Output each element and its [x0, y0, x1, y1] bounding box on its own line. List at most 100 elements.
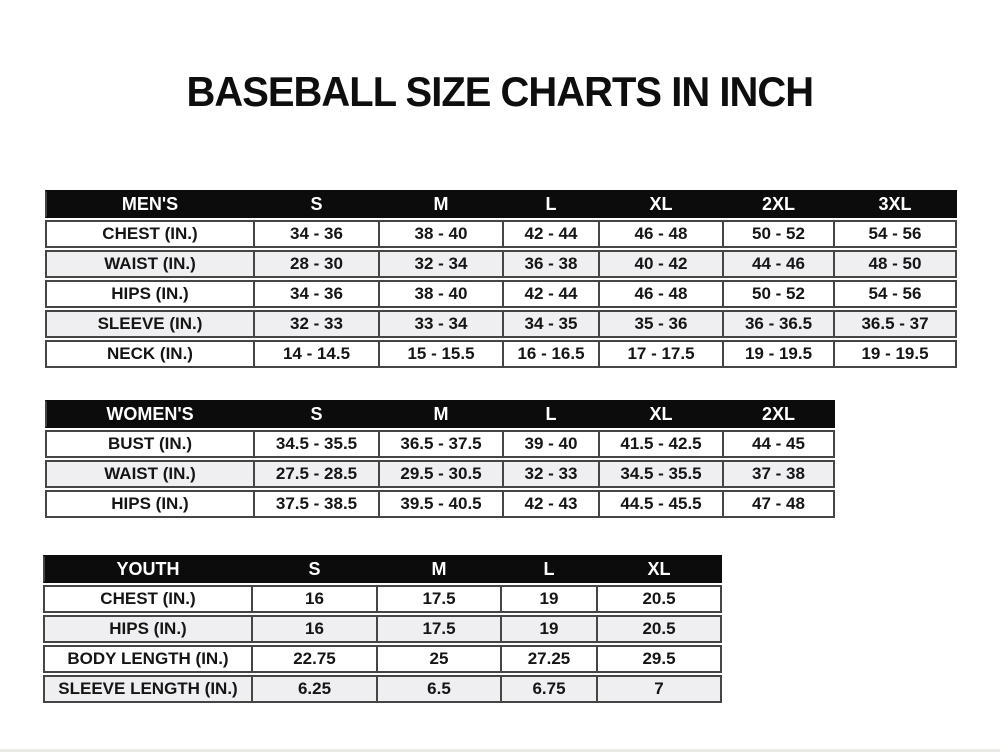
size-cell: 34 - 35 — [504, 310, 600, 338]
page-title: BASEBALL SIZE CHARTS IN INCH — [0, 68, 1000, 116]
column-header-l: L — [504, 400, 600, 428]
womens-header-row: WOMEN'S S M L XL 2XL — [45, 400, 835, 428]
size-cell: 15 - 15.5 — [380, 340, 504, 368]
womens-size-table: WOMEN'S S M L XL 2XL BUST (IN.) 34.5 - 3… — [45, 398, 835, 520]
size-cell: 6.5 — [378, 675, 502, 703]
size-cell: 54 - 56 — [835, 280, 957, 308]
size-cell: 34 - 36 — [255, 280, 380, 308]
size-cell: 34 - 36 — [255, 220, 380, 248]
size-cell: 36.5 - 37.5 — [380, 430, 504, 458]
size-cell: 16 — [253, 615, 378, 643]
table-row: NECK (IN.) 14 - 14.5 15 - 15.5 16 - 16.5… — [45, 340, 957, 368]
column-header-xl: XL — [600, 190, 724, 218]
column-header-m: M — [380, 400, 504, 428]
size-cell: 50 - 52 — [724, 280, 835, 308]
size-cell: 44 - 46 — [724, 250, 835, 278]
size-cell: 42 - 43 — [504, 490, 600, 518]
table-row: SLEEVE (IN.) 32 - 33 33 - 34 34 - 35 35 … — [45, 310, 957, 338]
row-label: SLEEVE LENGTH (IN.) — [43, 675, 253, 703]
mens-size-table: MEN'S S M L XL 2XL 3XL CHEST (IN.) 34 - … — [45, 188, 957, 370]
size-cell: 36.5 - 37 — [835, 310, 957, 338]
size-cell: 17.5 — [378, 615, 502, 643]
row-label: HIPS (IN.) — [45, 280, 255, 308]
column-header-m: M — [378, 555, 502, 583]
page-title-text: BASEBALL SIZE CHARTS IN INCH — [186, 68, 815, 115]
size-cell: 33 - 34 — [380, 310, 504, 338]
size-cell: 42 - 44 — [504, 280, 600, 308]
size-cell: 20.5 — [598, 585, 722, 613]
size-cell: 28 - 30 — [255, 250, 380, 278]
size-cell: 35 - 36 — [600, 310, 724, 338]
table-row: BUST (IN.) 34.5 - 35.5 36.5 - 37.5 39 - … — [45, 430, 835, 458]
size-cell: 39 - 40 — [504, 430, 600, 458]
size-cell: 37 - 38 — [724, 460, 835, 488]
size-cell: 29.5 - 30.5 — [380, 460, 504, 488]
size-cell: 39.5 - 40.5 — [380, 490, 504, 518]
womens-table-title: WOMEN'S — [45, 400, 255, 428]
table-row: CHEST (IN.) 16 17.5 19 20.5 — [43, 585, 722, 613]
column-header-s: S — [253, 555, 378, 583]
column-header-3xl: 3XL — [835, 190, 957, 218]
size-cell: 16 - 16.5 — [504, 340, 600, 368]
size-cell: 34.5 - 35.5 — [255, 430, 380, 458]
size-cell: 46 - 48 — [600, 220, 724, 248]
table-row: WAIST (IN.) 27.5 - 28.5 29.5 - 30.5 32 -… — [45, 460, 835, 488]
table-row: WAIST (IN.) 28 - 30 32 - 34 36 - 38 40 -… — [45, 250, 957, 278]
table-row: CHEST (IN.) 34 - 36 38 - 40 42 - 44 46 -… — [45, 220, 957, 248]
size-cell: 29.5 — [598, 645, 722, 673]
size-cell: 36 - 38 — [504, 250, 600, 278]
youth-size-table: YOUTH S M L XL CHEST (IN.) 16 17.5 19 20… — [43, 553, 722, 705]
size-cell: 27.5 - 28.5 — [255, 460, 380, 488]
row-label: CHEST (IN.) — [45, 220, 255, 248]
size-cell: 6.75 — [502, 675, 598, 703]
size-cell: 27.25 — [502, 645, 598, 673]
column-header-xl: XL — [598, 555, 722, 583]
size-cell: 47 - 48 — [724, 490, 835, 518]
row-label: WAIST (IN.) — [45, 250, 255, 278]
size-cell: 50 - 52 — [724, 220, 835, 248]
column-header-s: S — [255, 190, 380, 218]
size-cell: 38 - 40 — [380, 220, 504, 248]
size-cell: 44.5 - 45.5 — [600, 490, 724, 518]
size-cell: 19 - 19.5 — [835, 340, 957, 368]
column-header-m: M — [380, 190, 504, 218]
size-cell: 19 — [502, 585, 598, 613]
youth-header-row: YOUTH S M L XL — [43, 555, 722, 583]
size-cell: 14 - 14.5 — [255, 340, 380, 368]
size-cell: 7 — [598, 675, 722, 703]
mens-table-title: MEN'S — [45, 190, 255, 218]
row-label: BUST (IN.) — [45, 430, 255, 458]
size-cell: 19 - 19.5 — [724, 340, 835, 368]
size-cell: 44 - 45 — [724, 430, 835, 458]
column-header-l: L — [502, 555, 598, 583]
size-cell: 22.75 — [253, 645, 378, 673]
size-cell: 37.5 - 38.5 — [255, 490, 380, 518]
column-header-xl: XL — [600, 400, 724, 428]
youth-table-title: YOUTH — [43, 555, 253, 583]
table-row: HIPS (IN.) 37.5 - 38.5 39.5 - 40.5 42 - … — [45, 490, 835, 518]
table-row: SLEEVE LENGTH (IN.) 6.25 6.5 6.75 7 — [43, 675, 722, 703]
size-cell: 54 - 56 — [835, 220, 957, 248]
size-cell: 48 - 50 — [835, 250, 957, 278]
size-cell: 40 - 42 — [600, 250, 724, 278]
size-cell: 38 - 40 — [380, 280, 504, 308]
column-header-s: S — [255, 400, 380, 428]
size-cell: 6.25 — [253, 675, 378, 703]
size-cell: 41.5 - 42.5 — [600, 430, 724, 458]
image-bottom-edge — [0, 749, 1000, 752]
table-row: HIPS (IN.) 34 - 36 38 - 40 42 - 44 46 - … — [45, 280, 957, 308]
row-label: CHEST (IN.) — [43, 585, 253, 613]
size-cell: 17 - 17.5 — [600, 340, 724, 368]
size-cell: 17.5 — [378, 585, 502, 613]
mens-header-row: MEN'S S M L XL 2XL 3XL — [45, 190, 957, 218]
size-cell: 32 - 33 — [504, 460, 600, 488]
column-header-2xl: 2XL — [724, 400, 835, 428]
size-cell: 34.5 - 35.5 — [600, 460, 724, 488]
table-row: BODY LENGTH (IN.) 22.75 25 27.25 29.5 — [43, 645, 722, 673]
column-header-l: L — [504, 190, 600, 218]
column-header-2xl: 2XL — [724, 190, 835, 218]
row-label: NECK (IN.) — [45, 340, 255, 368]
size-cell: 36 - 36.5 — [724, 310, 835, 338]
size-cell: 19 — [502, 615, 598, 643]
